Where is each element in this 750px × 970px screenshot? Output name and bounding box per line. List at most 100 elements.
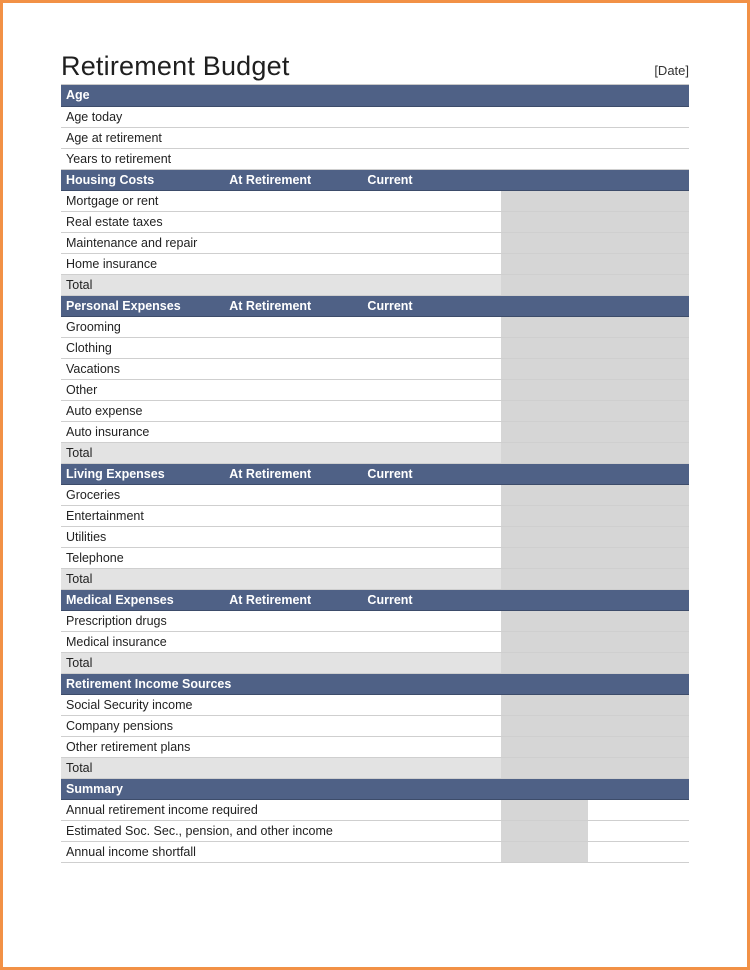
value-cell[interactable] [224, 316, 362, 337]
value-cell[interactable] [224, 421, 362, 442]
value-cell[interactable] [362, 526, 500, 547]
value-cell[interactable] [224, 190, 362, 211]
total-cell [224, 568, 362, 589]
shaded-cell [501, 442, 689, 463]
value-cell[interactable] [224, 547, 362, 568]
value-cell[interactable] [224, 610, 362, 631]
section-head-personal: Personal Expenses At Retirement Current [61, 295, 689, 316]
value-cell[interactable] [362, 190, 500, 211]
total-label: Total [61, 568, 224, 589]
value-cell[interactable] [362, 484, 500, 505]
table-row: Clothing [61, 337, 689, 358]
value-cell[interactable] [224, 631, 362, 652]
value-cell[interactable] [588, 841, 689, 862]
table-row: Auto expense [61, 400, 689, 421]
value-cell[interactable] [362, 715, 500, 736]
value-cell[interactable] [224, 253, 362, 274]
value-cell[interactable] [224, 526, 362, 547]
shaded-cell [501, 379, 689, 400]
total-label: Total [61, 757, 362, 778]
section-head-medical: Medical Expenses At Retirement Current [61, 589, 689, 610]
table-row: Maintenance and repair [61, 232, 689, 253]
col-header: Current [362, 295, 689, 316]
row-label: Prescription drugs [61, 610, 224, 631]
value-cell[interactable] [224, 400, 362, 421]
total-label: Total [61, 274, 224, 295]
value-cell[interactable] [362, 211, 500, 232]
total-cell [362, 652, 500, 673]
table-row: Groceries [61, 484, 689, 505]
section-heading: Medical Expenses [61, 589, 224, 610]
row-label: Clothing [61, 337, 224, 358]
col-header: At Retirement [224, 589, 362, 610]
row-label: Grooming [61, 316, 224, 337]
empty-cell [588, 127, 689, 148]
col-header: At Retirement [224, 169, 362, 190]
row-label: Age today [61, 106, 501, 127]
empty-cell [588, 106, 689, 127]
row-label: Vacations [61, 358, 224, 379]
table-row: Vacations [61, 358, 689, 379]
shaded-cell [501, 799, 589, 820]
row-label: Estimated Soc. Sec., pension, and other … [61, 820, 501, 841]
value-cell[interactable] [362, 694, 500, 715]
total-label: Total [61, 442, 224, 463]
row-label: Social Security income [61, 694, 362, 715]
value-cell[interactable] [362, 610, 500, 631]
value-cell[interactable] [224, 232, 362, 253]
value-cell[interactable] [362, 421, 500, 442]
col-header: Current [362, 589, 689, 610]
shaded-cell [501, 841, 589, 862]
table-row: Company pensions [61, 715, 689, 736]
section-head-age: Age [61, 85, 689, 106]
shaded-cell [501, 547, 689, 568]
value-cell[interactable] [362, 631, 500, 652]
value-cell[interactable] [224, 211, 362, 232]
table-row: Entertainment [61, 505, 689, 526]
total-row: Total [61, 757, 689, 778]
shaded-cell [501, 820, 589, 841]
row-label: Auto expense [61, 400, 224, 421]
value-cell[interactable] [362, 547, 500, 568]
section-heading: Living Expenses [61, 463, 224, 484]
shaded-cell [501, 757, 689, 778]
table-row: Other [61, 379, 689, 400]
total-row: Total [61, 652, 689, 673]
table-row: Mortgage or rent [61, 190, 689, 211]
value-cell[interactable] [501, 127, 589, 148]
value-cell[interactable] [362, 316, 500, 337]
value-cell[interactable] [362, 736, 500, 757]
value-cell[interactable] [362, 400, 500, 421]
value-cell[interactable] [224, 337, 362, 358]
value-cell[interactable] [362, 379, 500, 400]
table-row: Social Security income [61, 694, 689, 715]
table-row: Annual retirement income required [61, 799, 689, 820]
shaded-cell [501, 610, 689, 631]
row-label: Years to retirement [61, 148, 501, 169]
row-label: Entertainment [61, 505, 224, 526]
shaded-cell [501, 568, 689, 589]
total-cell [362, 442, 500, 463]
value-cell[interactable] [224, 379, 362, 400]
value-cell[interactable] [501, 148, 589, 169]
value-cell[interactable] [224, 484, 362, 505]
value-cell[interactable] [362, 232, 500, 253]
value-cell[interactable] [362, 253, 500, 274]
value-cell[interactable] [224, 505, 362, 526]
value-cell[interactable] [362, 337, 500, 358]
date-label: [Date] [654, 63, 689, 78]
value-cell[interactable] [362, 505, 500, 526]
shaded-cell [501, 694, 689, 715]
section-head-living: Living Expenses At Retirement Current [61, 463, 689, 484]
value-cell[interactable] [362, 358, 500, 379]
row-label: Groceries [61, 484, 224, 505]
shaded-cell [501, 358, 689, 379]
value-cell[interactable] [501, 106, 589, 127]
value-cell[interactable] [588, 820, 689, 841]
total-cell [224, 274, 362, 295]
shaded-cell [501, 211, 689, 232]
value-cell[interactable] [224, 358, 362, 379]
table-row: Utilities [61, 526, 689, 547]
row-label: Annual income shortfall [61, 841, 501, 862]
value-cell[interactable] [588, 799, 689, 820]
